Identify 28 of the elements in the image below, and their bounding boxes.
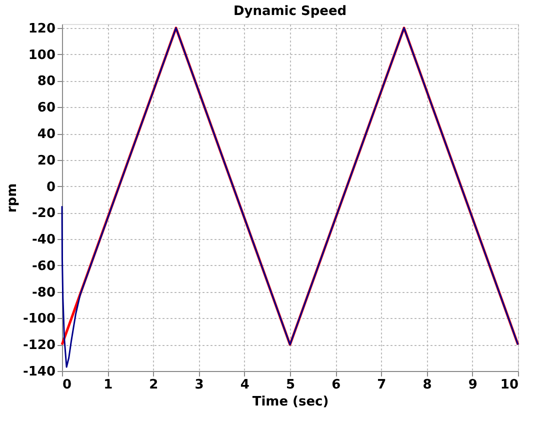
y-tick-label: 0 <box>46 180 56 195</box>
x-tick-label: 2 <box>149 378 158 392</box>
x-tick-label: 4 <box>240 378 250 392</box>
y-tick-label: 80 <box>37 74 56 90</box>
y-tick-label: -40 <box>32 232 56 248</box>
x-tick-label: 1 <box>104 378 113 392</box>
x-tick-label: 0 <box>62 378 72 392</box>
y-tick-label: -100 <box>22 312 56 327</box>
y-tick-label: -80 <box>32 285 56 300</box>
y-axis-title: rpm <box>4 183 20 213</box>
y-tick-label: 120 <box>28 21 56 36</box>
x-tick-label: 3 <box>194 378 204 392</box>
x-tick-label: 9 <box>468 378 478 392</box>
x-tick-label: 5 <box>286 378 296 392</box>
y-tick-label: 100 <box>28 48 56 63</box>
y-tick-label: 20 <box>37 153 56 168</box>
x-tick-label: 7 <box>377 378 386 392</box>
y-tick-label: 40 <box>37 127 56 142</box>
x-tick-label: 10 <box>500 378 518 392</box>
y-tick-label: 60 <box>37 100 56 116</box>
y-tick-label: -20 <box>32 206 56 222</box>
x-tick-label: 8 <box>422 378 432 392</box>
y-tick-label: -60 <box>32 258 56 274</box>
y-tick-label: -120 <box>22 338 56 354</box>
x-tick-label: 6 <box>332 378 341 392</box>
chart-title: Dynamic Speed <box>233 4 347 19</box>
x-axis-title: Time (sec) <box>252 394 329 410</box>
y-tick-label: -140 <box>22 364 56 380</box>
